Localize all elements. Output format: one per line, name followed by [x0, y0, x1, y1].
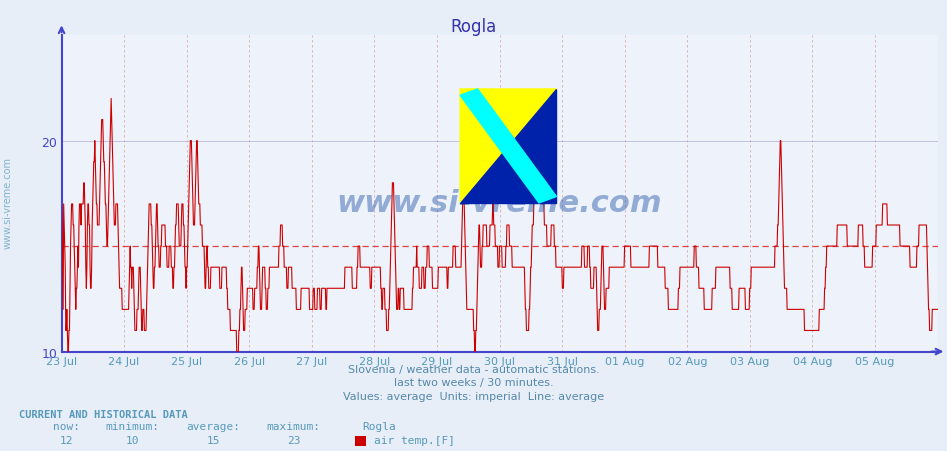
Text: Rogla: Rogla	[451, 18, 496, 36]
Text: Rogla: Rogla	[362, 421, 396, 431]
Text: Values: average  Units: imperial  Line: average: Values: average Units: imperial Line: av…	[343, 391, 604, 401]
Text: last two weeks / 30 minutes.: last two weeks / 30 minutes.	[394, 377, 553, 387]
Text: minimum:: minimum:	[105, 421, 160, 431]
Text: 12: 12	[60, 435, 73, 445]
Text: 15: 15	[206, 435, 220, 445]
Text: www.si-vreme.com: www.si-vreme.com	[3, 157, 12, 249]
Polygon shape	[460, 90, 557, 203]
Text: average:: average:	[186, 421, 241, 431]
Text: www.si-vreme.com: www.si-vreme.com	[337, 189, 662, 218]
Text: air temp.[F]: air temp.[F]	[374, 435, 456, 445]
Text: Slovenia / weather data - automatic stations.: Slovenia / weather data - automatic stat…	[348, 364, 599, 374]
Text: now:: now:	[53, 421, 80, 431]
Text: maximum:: maximum:	[266, 421, 321, 431]
Text: 23: 23	[287, 435, 300, 445]
Polygon shape	[460, 90, 557, 203]
Text: 10: 10	[126, 435, 139, 445]
Text: CURRENT AND HISTORICAL DATA: CURRENT AND HISTORICAL DATA	[19, 409, 188, 419]
Polygon shape	[460, 90, 557, 203]
